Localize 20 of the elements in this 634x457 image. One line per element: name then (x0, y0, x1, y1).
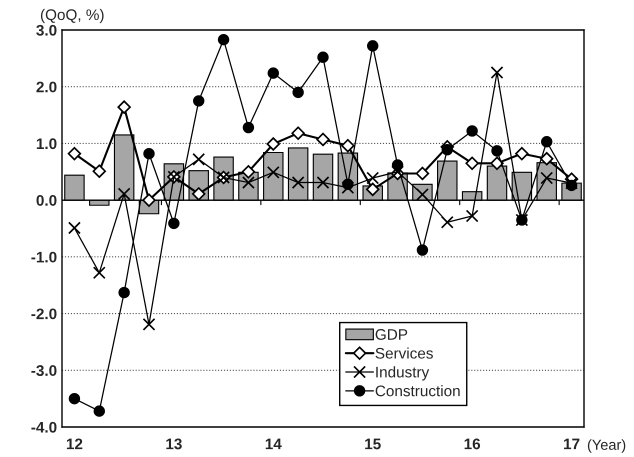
legend-label: Industry (376, 366, 430, 381)
y-tick-label: 0.0 (36, 195, 57, 206)
y-tick-label: -4.0 (31, 422, 57, 433)
legend-label: Construction (376, 385, 460, 396)
x-axis-title: (Year) (588, 439, 626, 453)
x-tick-label: 16 (464, 438, 480, 450)
y-tick-label: -3.0 (31, 365, 57, 376)
x-tick-label: 12 (66, 438, 82, 450)
y-tick-label: -2.0 (31, 308, 57, 320)
y-tick-label: 2.0 (36, 82, 57, 92)
legend-label: GDP (376, 329, 408, 340)
y-tick-label: -1.0 (31, 252, 57, 263)
x-tick-label: 15 (365, 438, 381, 450)
x-tick-label: 17 (564, 438, 580, 450)
y-tick-label: 3.0 (36, 24, 57, 36)
y-axis-title: (QoQ, %) (40, 8, 104, 24)
x-tick-label: 14 (266, 438, 282, 450)
legend-label: Services (376, 347, 433, 359)
y-tick-label: 1.0 (36, 138, 57, 150)
x-tick-label: 13 (166, 438, 182, 450)
